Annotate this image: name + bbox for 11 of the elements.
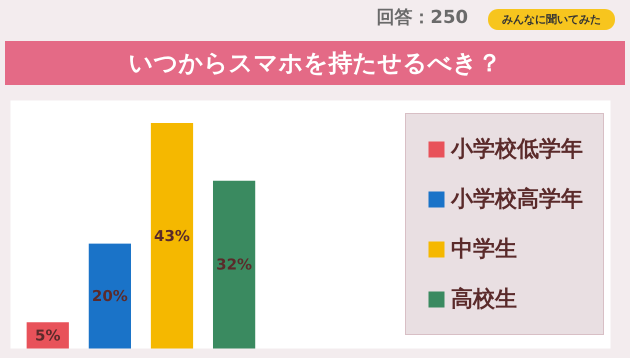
- legend-label: 小学校高学年: [451, 186, 583, 214]
- legend-label: 小学校低学年: [451, 136, 583, 164]
- text: いつからスマホを持たせるべき？: [5, 41, 625, 86]
- data-label: 43%: [154, 226, 190, 245]
- legend-label: 中学生: [451, 236, 517, 264]
- data-label: 32%: [216, 256, 252, 274]
- data-label: 20%: [92, 287, 128, 306]
- legend-label: 高校生: [451, 286, 517, 314]
- text: みんなに聞いてみた: [488, 9, 615, 30]
- data-label: 5%: [35, 326, 61, 344]
- text: 回答：250: [376, 7, 468, 28]
